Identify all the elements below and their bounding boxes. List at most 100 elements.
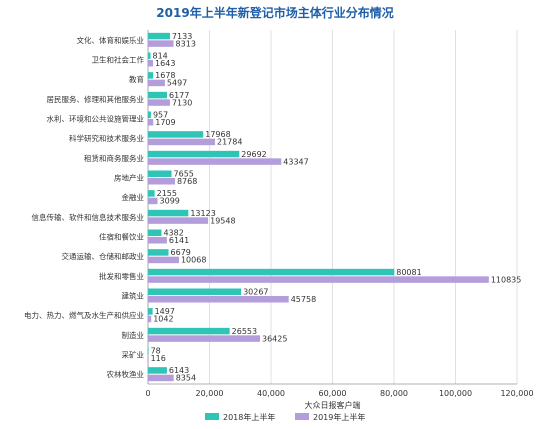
data-label: 5497	[167, 79, 187, 88]
chart-title: 2019年上半年新登记市场主体行业分布情况	[156, 6, 394, 20]
category-label: 采矿业	[122, 350, 145, 360]
x-tick-label: 40,000	[257, 389, 285, 398]
data-label: 30267	[243, 288, 268, 297]
data-label: 78	[151, 347, 161, 356]
data-label: 45758	[291, 295, 316, 304]
legend-swatch	[205, 413, 219, 420]
data-label: 110835	[491, 275, 522, 284]
data-label: 8313	[176, 39, 196, 48]
bar-series-1	[148, 32, 170, 40]
category-label: 教育	[129, 74, 144, 84]
category-label: 文化、体育和娱乐业	[77, 35, 145, 45]
bar-series-1	[148, 131, 204, 138]
x-axis-label: 大众日报客户端	[305, 400, 361, 410]
data-label: 8768	[177, 177, 197, 186]
bar-series-2	[148, 158, 282, 165]
bar-series-2	[148, 99, 170, 106]
data-label: 17968	[205, 130, 230, 139]
bar-series-1	[148, 190, 155, 197]
category-label: 电力、热力、燃气及水生产和供应业	[24, 310, 144, 320]
data-label: 814	[153, 52, 168, 61]
category-label: 交通运输、仓储和邮政业	[62, 251, 145, 261]
data-label: 6679	[171, 248, 191, 257]
bar-series-1	[148, 91, 167, 99]
bar-series-2	[148, 119, 154, 126]
bar-series-1	[148, 249, 169, 256]
category-label: 制造业	[122, 330, 145, 340]
bar-series-2	[148, 296, 289, 303]
bar-series-1	[148, 150, 240, 158]
bar-series-2	[148, 355, 149, 362]
data-label: 116	[151, 354, 166, 363]
data-label: 6143	[169, 366, 189, 375]
x-tick-label: 100,000	[439, 389, 472, 398]
data-label: 1678	[155, 71, 175, 80]
data-label: 8354	[176, 374, 196, 383]
bar-series-2	[148, 138, 215, 146]
data-label: 957	[153, 111, 168, 120]
bar-series-1	[148, 327, 230, 335]
data-label: 1042	[153, 315, 173, 324]
data-label: 1497	[155, 307, 175, 316]
data-label: 29692	[241, 150, 266, 159]
category-label: 居民服务、修理和其他服务业	[47, 94, 145, 104]
category-label: 建筑业	[122, 291, 145, 301]
bar-series-1	[148, 347, 149, 354]
legend-label: 2018年上半年	[223, 412, 275, 422]
data-label: 7130	[172, 98, 192, 107]
bar-series-2	[148, 237, 167, 244]
bar-series-1	[148, 288, 242, 295]
bar-series-1	[148, 111, 151, 118]
bar-series-2	[148, 197, 158, 205]
data-label: 36425	[262, 334, 287, 343]
data-label: 21784	[217, 138, 242, 147]
bar-series-1	[148, 209, 189, 217]
category-label: 水利、环境和公共设施管理业	[47, 114, 145, 124]
category-label: 批发和零售业	[99, 271, 144, 281]
bar-series-1	[148, 229, 162, 236]
x-tick-label: 20,000	[196, 389, 224, 398]
data-label: 19548	[210, 216, 235, 225]
category-label: 信息传输、软件和信息技术服务业	[32, 212, 145, 222]
category-label: 科学研究和技术服务业	[69, 133, 144, 143]
bar-series-1	[148, 268, 395, 276]
bar-series-2	[148, 40, 174, 47]
bar-series-2	[148, 315, 152, 323]
data-label: 6141	[169, 236, 189, 245]
category-label: 住宿和餐饮业	[99, 232, 144, 242]
data-label: 1643	[155, 59, 175, 68]
bar-series-2	[148, 79, 165, 87]
category-label: 农林牧渔业	[107, 369, 145, 379]
data-label: 1709	[155, 118, 175, 127]
x-tick-label: 0	[145, 389, 150, 398]
x-tick-label: 80,000	[380, 389, 408, 398]
category-label: 房地产业	[114, 173, 144, 183]
bar-series-1	[148, 72, 154, 79]
x-tick-label: 60,000	[319, 389, 347, 398]
x-tick-label: 120,000	[500, 389, 533, 398]
data-label: 2155	[157, 189, 177, 198]
data-label: 43347	[283, 157, 308, 166]
bar-series-2	[148, 335, 261, 342]
bar-series-2	[148, 256, 179, 264]
bar-series-1	[148, 367, 167, 374]
legend-label: 2019年上半年	[313, 412, 365, 422]
bar-series-1	[148, 52, 151, 59]
bar-series-2	[148, 178, 175, 185]
data-label: 6177	[169, 91, 189, 100]
data-label: 7133	[172, 32, 192, 41]
category-label: 租赁和商务服务业	[84, 153, 144, 163]
bar-series-2	[148, 217, 209, 224]
bar-series-1	[148, 170, 172, 177]
data-label: 7655	[174, 170, 194, 179]
bar-series-2	[148, 276, 489, 283]
bar-series-2	[148, 60, 154, 67]
bar-series-1	[148, 308, 153, 315]
category-label: 金融业	[122, 192, 145, 202]
data-label: 10068	[181, 256, 206, 265]
data-label: 80081	[396, 268, 421, 277]
data-label: 4382	[163, 229, 183, 238]
bar-series-2	[148, 374, 174, 382]
category-label: 卫生和社会工作	[92, 55, 145, 65]
